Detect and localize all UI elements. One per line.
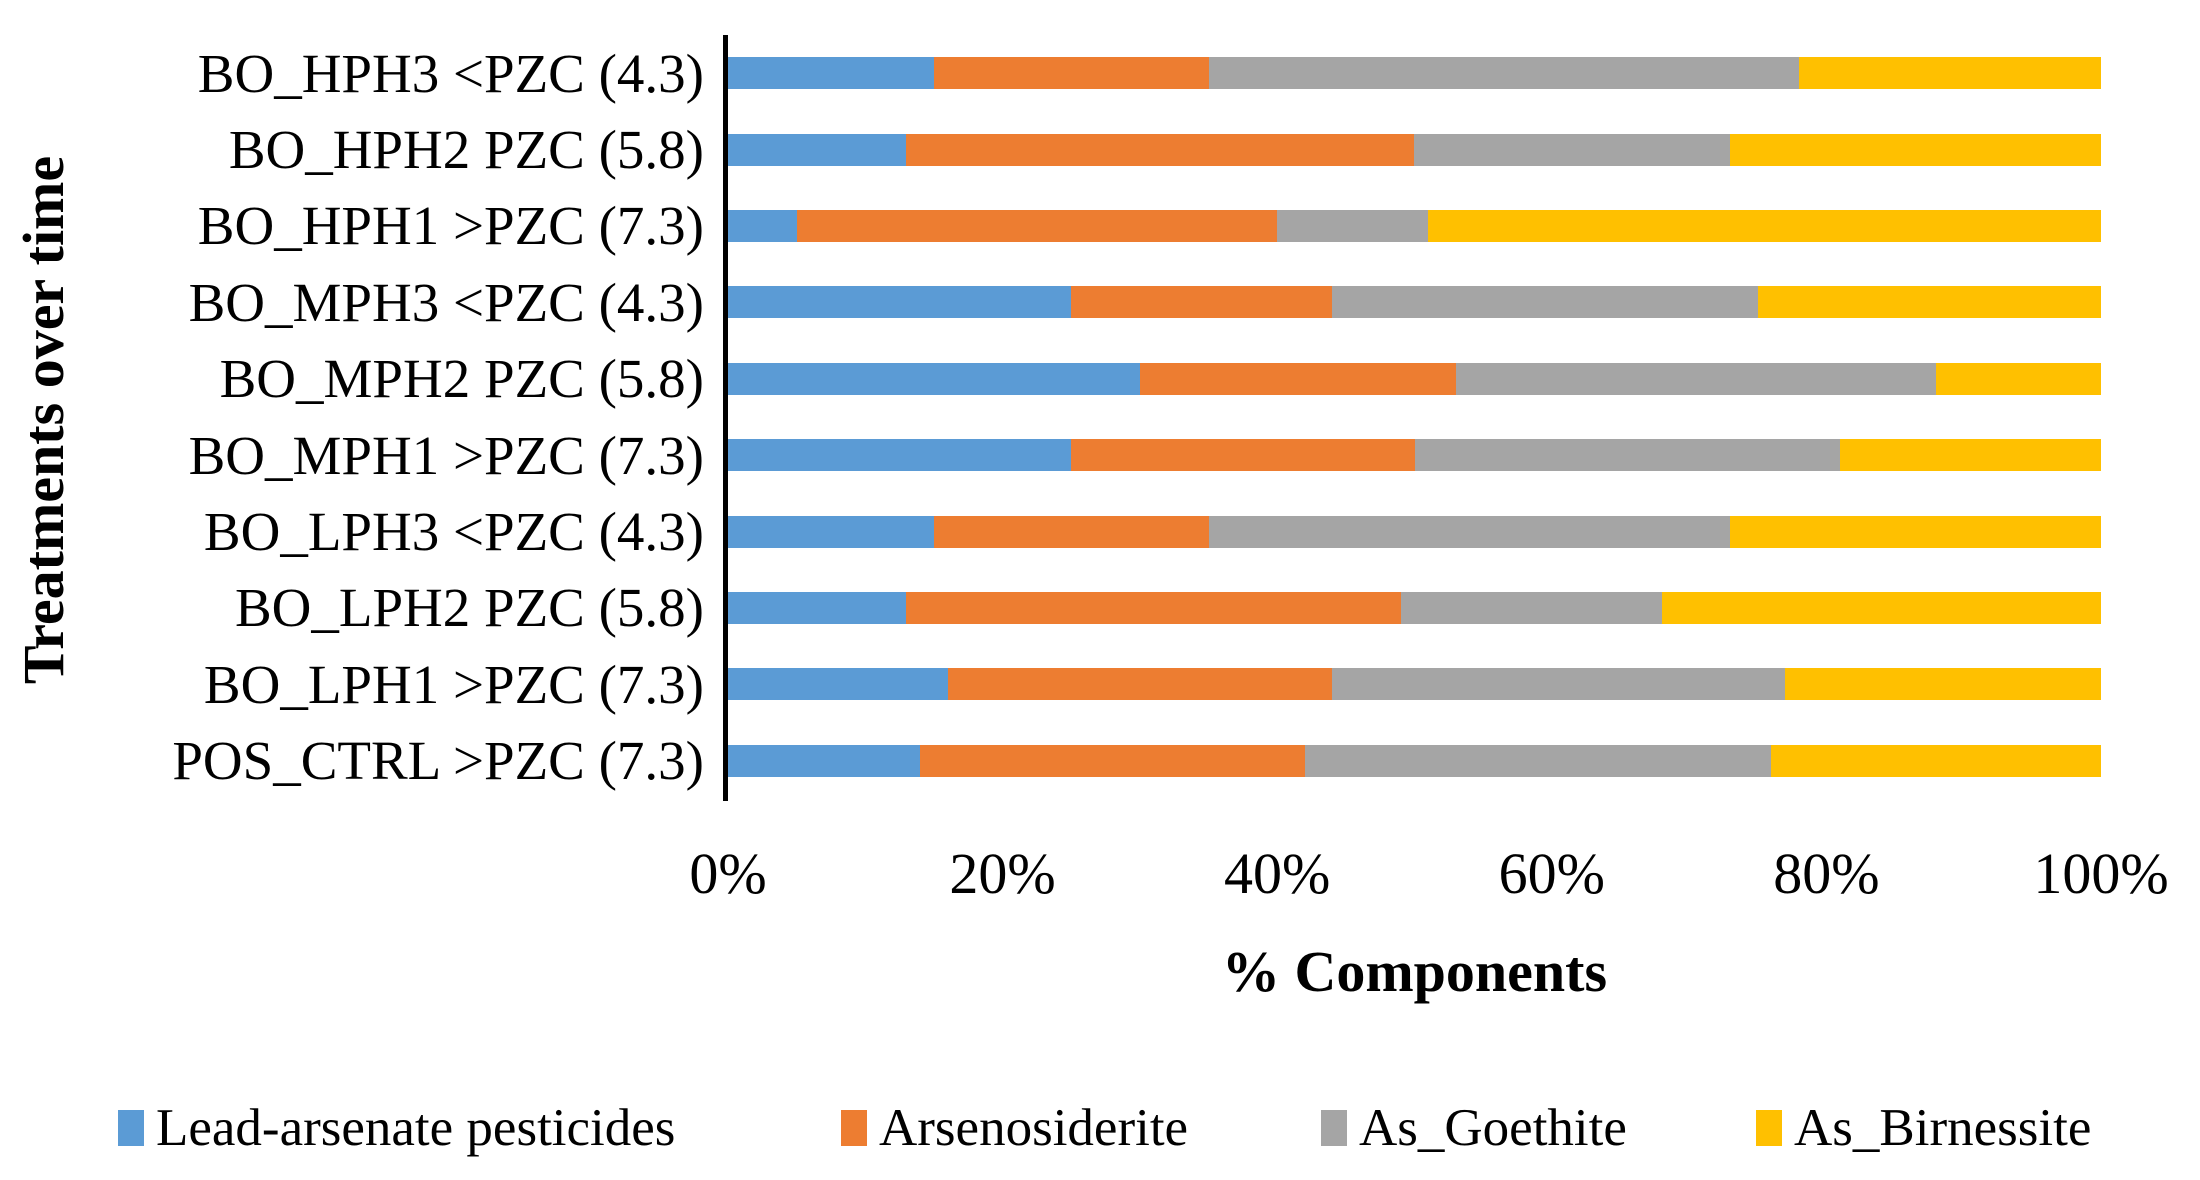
bar-segment — [1332, 286, 1758, 319]
stacked-bar — [728, 668, 2101, 701]
category-label: BO_LPH3 <PZC (4.3) — [203, 501, 704, 563]
bar-segment — [1071, 286, 1333, 319]
bar-segment — [728, 439, 1072, 472]
bar-row — [728, 111, 2101, 187]
y-axis-category-labels: BO_HPH3 <PZC (4.3) BO_HPH2 PZC (5.8) BO_HP… — [0, 35, 704, 799]
category-label: BO_MPH2 PZC (5.8) — [219, 348, 704, 410]
legend-label: As_Goethite — [1359, 1099, 1627, 1157]
stacked-bar — [728, 515, 2101, 548]
bar-segment — [1661, 591, 2101, 624]
category-label: BO_LPH2 PZC (5.8) — [234, 577, 704, 639]
bar-row — [728, 264, 2101, 340]
category-label: BO_MPH1 >PZC (7.3) — [188, 424, 704, 486]
category-label: BO_LPH1 >PZC (7.3) — [203, 653, 704, 715]
stacked-bar — [728, 591, 2101, 624]
bar-segment — [1428, 209, 2101, 242]
bar-segment — [1071, 439, 1415, 472]
bar-segment — [1208, 515, 1731, 548]
legend-marker-icon — [1756, 1110, 1782, 1146]
bar-row — [728, 35, 2101, 111]
bar-segment — [1936, 362, 2101, 395]
legend-entry: Arsenosiderite — [841, 1088, 1188, 1168]
bar-segment — [728, 591, 907, 624]
bar-segment — [728, 362, 1140, 395]
bar-segment — [920, 744, 1305, 777]
bar-row — [728, 493, 2101, 569]
category-label: POS_CTRL >PZC (7.3) — [172, 730, 704, 792]
plot-area — [728, 35, 2101, 799]
bar-segment — [906, 133, 1415, 166]
x-tick-label: 60% — [1498, 841, 1605, 906]
bar-segment — [728, 209, 797, 242]
bar-segment — [1730, 515, 2101, 548]
legend-label: Lead-arsenate pesticides — [156, 1099, 676, 1157]
category-label: BO_HPH3 <PZC (4.3) — [197, 42, 704, 104]
x-tick-label: 20% — [949, 841, 1056, 906]
bar-segment — [1414, 133, 1731, 166]
bar-segment — [728, 744, 921, 777]
stacked-bar — [728, 286, 2101, 319]
stacked-bar — [728, 133, 2101, 166]
bar-segment — [1730, 133, 2101, 166]
bar-row — [728, 646, 2101, 722]
bar-segment — [1304, 744, 1772, 777]
bar-segment — [728, 133, 907, 166]
legend-entry: As_Birnessite — [1756, 1088, 2091, 1168]
bar-segment — [1771, 744, 2101, 777]
x-tick-label: 40% — [1224, 841, 1331, 906]
legend-label: As_Birnessite — [1794, 1099, 2092, 1157]
bar-segment — [1277, 209, 1429, 242]
bar-segment — [1455, 362, 1937, 395]
category-label: BO_HPH1 >PZC (7.3) — [197, 195, 704, 257]
bar-segment — [1332, 668, 1786, 701]
bar-segment — [1840, 439, 2101, 472]
legend-marker-icon — [1321, 1110, 1347, 1146]
bar-row — [728, 570, 2101, 646]
stacked-bar — [728, 57, 2101, 90]
legend-marker-icon — [841, 1110, 867, 1146]
bar-segment — [1208, 57, 1799, 90]
legend-label: Arsenosiderite — [879, 1099, 1189, 1157]
bar-row — [728, 723, 2101, 799]
bar-segment — [1757, 286, 2101, 319]
stacked-bar — [728, 439, 2101, 472]
stacked-bar — [728, 362, 2101, 395]
bar-segment — [906, 591, 1401, 624]
bar-row — [728, 417, 2101, 493]
x-axis-title: % Components — [1221, 939, 1608, 1004]
bar-segment — [728, 286, 1072, 319]
bar-segment — [933, 57, 1209, 90]
x-tick-label: 80% — [1773, 841, 1880, 906]
bar-row — [728, 188, 2101, 264]
bar-segment — [728, 668, 948, 701]
legend-entry: Lead-arsenate pesticides — [118, 1088, 675, 1168]
bar-segment — [1414, 439, 1841, 472]
category-label: BO_HPH2 PZC (5.8) — [228, 119, 704, 181]
bar-segment — [1785, 668, 2101, 701]
legend-marker-icon — [118, 1110, 144, 1146]
bar-segment — [796, 209, 1278, 242]
x-tick-label: 100% — [2033, 841, 2169, 906]
legend-entry: As_Goethite — [1321, 1088, 1627, 1168]
x-axis-tick-labels: 0% 20% 40% 60% 80% 100% — [689, 840, 2168, 910]
x-tick-label: 0% — [689, 841, 767, 906]
bar-segment — [728, 515, 934, 548]
bar-segment — [1139, 362, 1456, 395]
stacked-bar — [728, 744, 2101, 777]
bar-segment — [728, 57, 934, 90]
legend: Lead-arsenate pesticides Arsenosiderite As… — [0, 1088, 2200, 1168]
bar-segment — [947, 668, 1333, 701]
bar-segment — [1400, 591, 1662, 624]
bar-segment — [1798, 57, 2101, 90]
bar-segment — [933, 515, 1209, 548]
bar-row — [728, 341, 2101, 417]
category-label: BO_MPH3 <PZC (4.3) — [188, 271, 704, 333]
stacked-bar — [728, 209, 2101, 242]
y-axis-line — [723, 35, 728, 801]
